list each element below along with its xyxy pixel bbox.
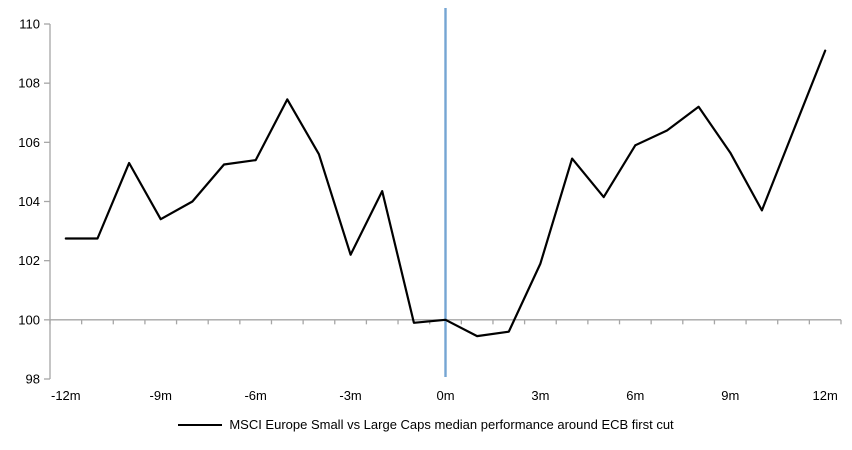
x-tick-label: 9m [721,388,739,403]
x-tick-label: -12m [51,388,81,403]
x-tick-label: -9m [150,388,172,403]
y-tick-label: 102 [18,253,40,268]
x-tick-label: 0m [436,388,454,403]
y-tick-label: 100 [18,312,40,327]
y-tick-label: 98 [26,372,40,387]
x-tick-label: 6m [626,388,644,403]
x-tick-label: -6m [244,388,266,403]
series-line-msci-small-vs-large [64,49,827,338]
chart-legend: MSCI Europe Small vs Large Caps median p… [0,417,852,432]
legend-line-swatch [178,423,223,426]
x-tick-label: 3m [531,388,549,403]
x-tick-label: 12m [813,388,838,403]
legend-label: MSCI Europe Small vs Large Caps median p… [229,417,674,432]
y-tick-label: 108 [18,76,40,91]
y-tick-label: 110 [19,17,40,32]
y-tick-label: 106 [18,135,40,150]
x-tick-label: -3m [339,388,361,403]
y-tick-label: 104 [18,194,40,209]
